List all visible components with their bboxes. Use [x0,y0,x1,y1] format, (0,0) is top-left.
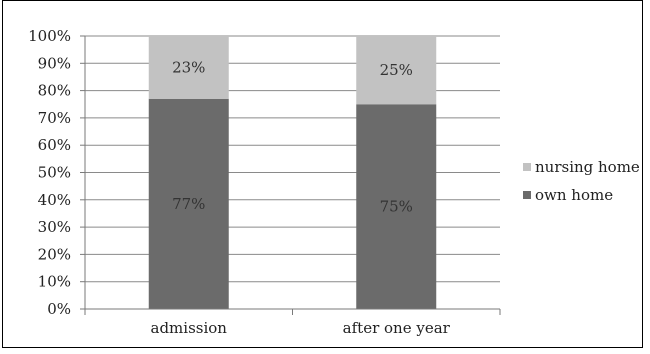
y-tick-label: 10% [38,273,71,291]
y-tick-label: 0% [47,300,71,318]
data-label: 77% [172,195,205,213]
y-tick-label: 80% [38,82,71,100]
legend-label: nursing home [535,158,640,176]
data-label: 25% [380,61,413,79]
y-tick-label: 100% [28,27,71,45]
bars: 77% 23% 75% 25% [148,36,437,309]
bar-segment [356,104,437,309]
legend: nursing home own home [523,158,640,204]
bar-segment [148,98,229,309]
legend-swatch [523,191,531,199]
legend-label: own home [535,186,613,204]
bar-segment [356,36,437,105]
y-axis-ticks: 0% 10% 20% 30% 40% 50% 60% 70% 80% 90% 100% [28,27,85,318]
legend-swatch [523,163,531,171]
data-label: 75% [380,198,413,216]
chart-frame [2,0,643,348]
y-tick-label: 50% [38,164,71,182]
x-tick-label: after one year [343,319,451,337]
y-tick-label: 90% [38,54,71,72]
y-tick-label: 40% [38,191,71,209]
gridlines [85,35,500,283]
y-tick-label: 30% [38,218,71,236]
y-tick-label: 20% [38,245,71,263]
data-label: 23% [172,58,205,76]
x-axis-ticks: admission after one year [84,309,501,337]
x-tick-label: admission [151,319,228,337]
y-tick-label: 70% [38,109,71,127]
y-tick-label: 60% [38,136,71,154]
bar-segment [148,36,229,99]
